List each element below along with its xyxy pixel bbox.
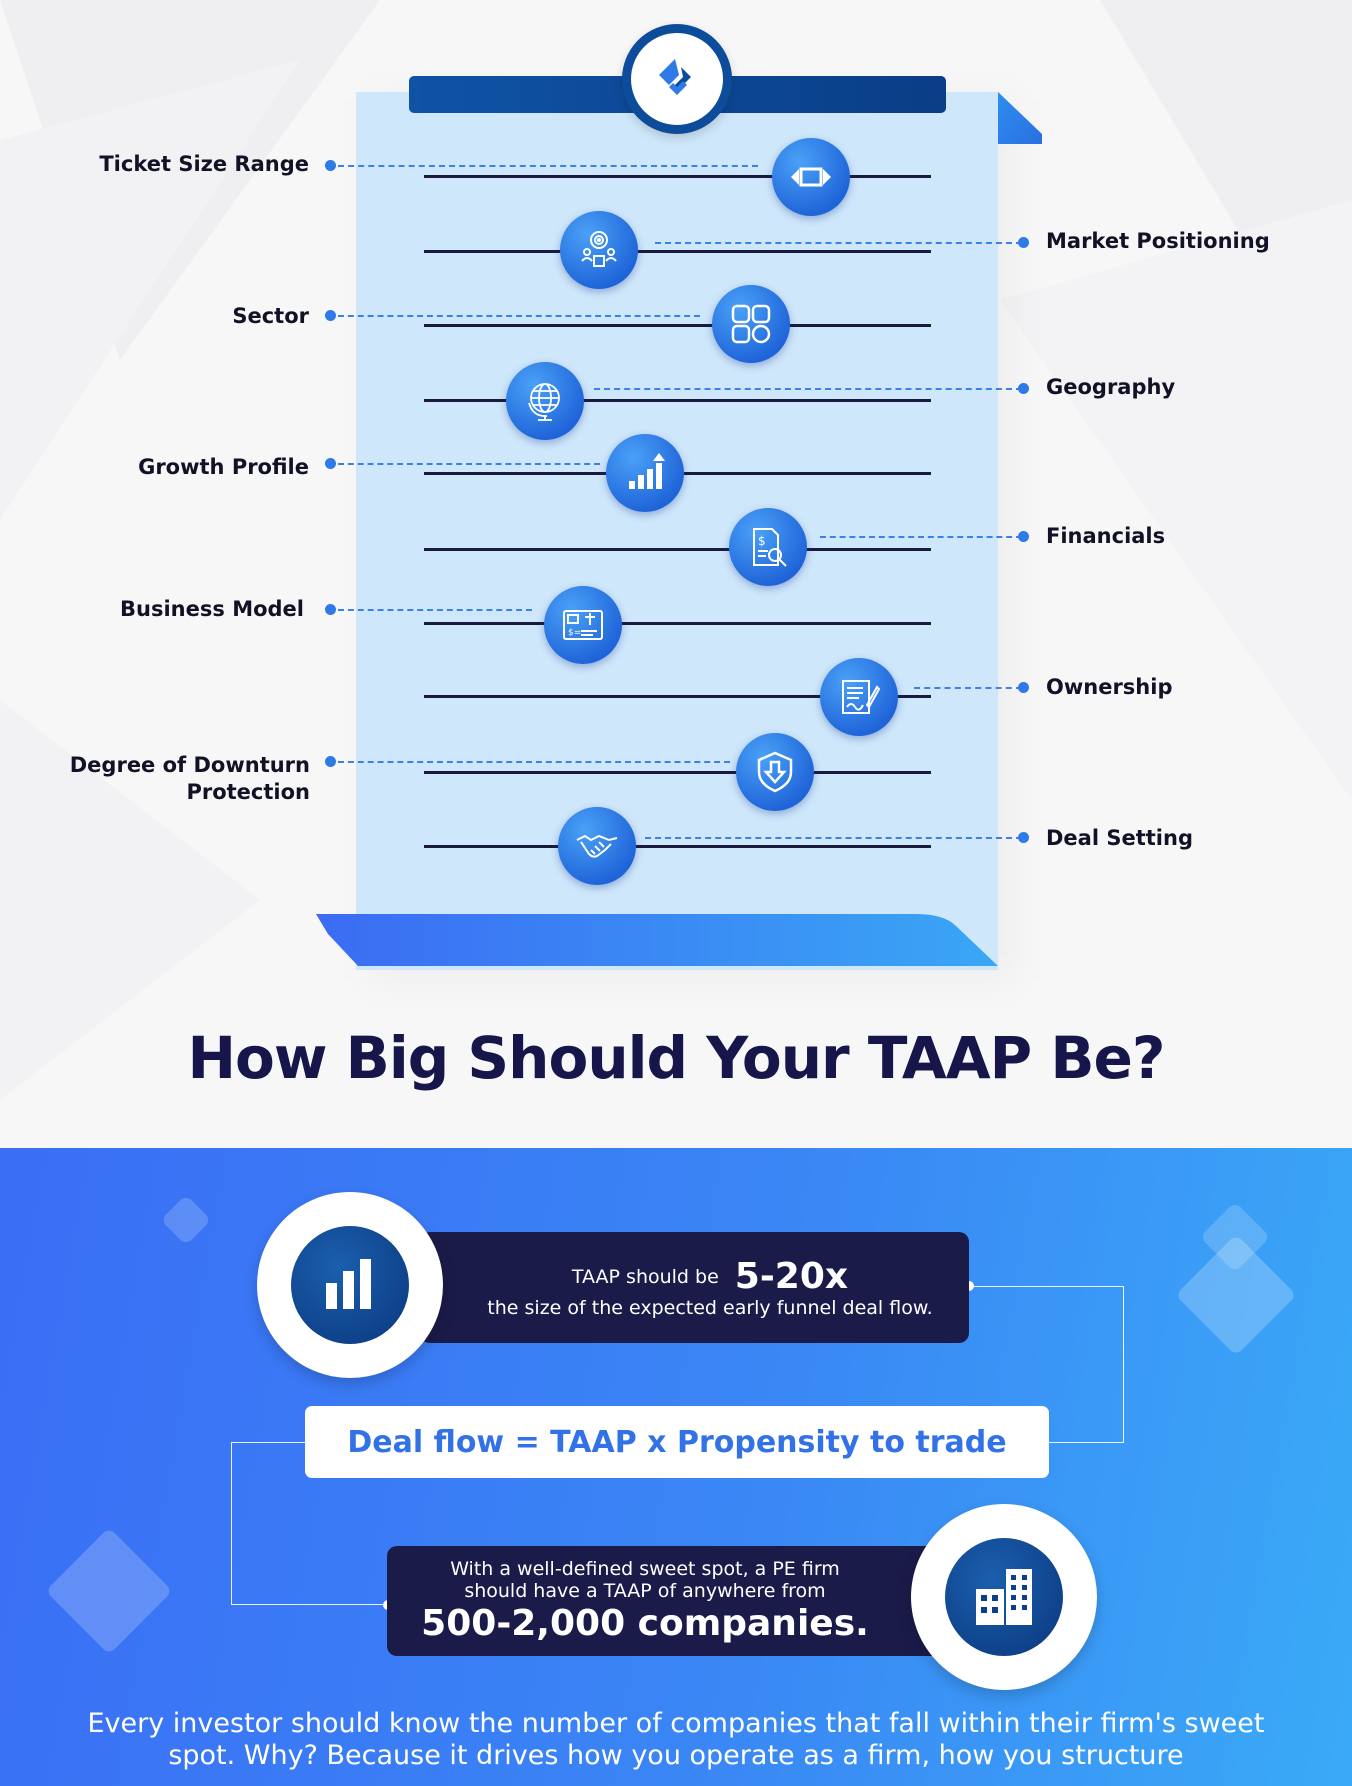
connector-line	[338, 315, 700, 317]
criteria-label-geography: Geography	[1046, 375, 1176, 399]
globe-icon	[528, 383, 560, 421]
sweet-spot-line1: With a well-defined sweet spot, a PE fir…	[450, 1558, 840, 1580]
building-bubble	[911, 1504, 1097, 1690]
decor-diamond	[1175, 1234, 1297, 1356]
sweet-spot-card	[387, 1546, 957, 1656]
brand-logo	[622, 24, 732, 134]
label-dot	[1018, 832, 1029, 843]
label-dot	[325, 160, 336, 171]
taap-multiple-text: TAAP should be 5-20x the size of the exp…	[460, 1256, 960, 1319]
financials-node: $	[729, 508, 807, 586]
business-model-icon: $=	[563, 610, 603, 640]
svg-text:$=: $=	[568, 628, 581, 638]
ownership-node	[820, 658, 898, 736]
deal-flow-formula: Deal flow = TAAP x Propensity to trade	[305, 1406, 1049, 1478]
criteria-label-ownership: Ownership	[1046, 675, 1173, 699]
page-heading: How Big Should Your TAAP Be?	[187, 1024, 1165, 1092]
connector-dot	[964, 1281, 974, 1291]
row-line	[424, 548, 931, 551]
geography-node	[506, 362, 584, 440]
connector-line	[645, 837, 1022, 839]
row-line	[424, 399, 931, 402]
criteria-label-deal-setting: Deal Setting	[1046, 826, 1193, 850]
label-dot	[1018, 383, 1029, 394]
shield-down-icon	[757, 751, 793, 793]
label-dot	[325, 458, 336, 469]
document-search-icon: $	[753, 528, 787, 567]
criteria-label-ticket-size: Ticket Size Range	[99, 152, 309, 176]
sweet-spot-range: 500-2,000 companies.	[421, 1603, 869, 1644]
bar-chart-up-icon	[629, 453, 665, 489]
bar-chart-icon	[326, 1259, 371, 1309]
growth-profile-node	[606, 434, 684, 512]
connector-line	[338, 609, 532, 611]
background-facets	[0, 0, 1352, 1148]
row-line	[424, 695, 931, 698]
taap-suffix: the size of the expected early funnel de…	[487, 1297, 933, 1319]
criteria-label-market-positioning: Market Positioning	[1046, 229, 1270, 253]
ticket-size-node	[772, 138, 850, 216]
criteria-label-growth-profile: Growth Profile	[138, 455, 309, 479]
label-dot	[325, 310, 336, 321]
criteria-board	[356, 92, 998, 970]
label-dot	[1018, 682, 1029, 693]
handshake-icon	[576, 834, 618, 858]
connector-line	[338, 761, 730, 763]
svg-text:$: $	[758, 534, 766, 548]
office-building-icon	[976, 1569, 1032, 1625]
connector-line	[820, 536, 1022, 538]
arrows-horizontal-icon	[791, 167, 831, 187]
row-line	[424, 175, 931, 178]
taap-prefix: TAAP should be	[571, 1265, 719, 1288]
decor-diamond	[45, 1527, 173, 1655]
sweet-spot-text: With a well-defined sweet spot, a PE fir…	[387, 1558, 903, 1646]
sector-node	[712, 285, 790, 363]
page-corner-fold	[998, 92, 1042, 144]
chart-bubble	[257, 1192, 443, 1378]
taap-multiple-card	[420, 1232, 969, 1343]
brand-logo-icon	[659, 59, 691, 95]
criteria-label-sector: Sector	[232, 304, 309, 328]
row-line	[424, 845, 931, 848]
sweet-spot-line2: should have a TAAP of anywhere from	[464, 1580, 826, 1602]
grid-squares-icon	[731, 304, 771, 344]
downturn-protection-node	[736, 733, 814, 811]
label-dot	[1018, 531, 1029, 542]
connector-line	[338, 165, 758, 167]
connector-line	[338, 463, 600, 465]
row-line	[424, 771, 931, 774]
taap-multiple-value: 5-20x	[734, 1256, 849, 1297]
row-line	[424, 324, 931, 327]
signed-document-icon	[842, 680, 881, 714]
market-positioning-node	[560, 211, 638, 289]
connector-line	[655, 242, 1022, 244]
criteria-label-financials: Financials	[1046, 524, 1166, 548]
decor-diamond	[160, 1194, 212, 1246]
connector-line	[594, 388, 1022, 390]
footer-paragraph: Every investor should know the number of…	[87, 1708, 1265, 1771]
business-model-node: $=	[544, 586, 622, 664]
label-dot	[325, 604, 336, 615]
deal-setting-node	[558, 807, 636, 885]
row-line	[424, 622, 931, 625]
taap-section: TAAP should be 5-20x the size of the exp…	[0, 1148, 1352, 1786]
board-bottom-base	[316, 914, 998, 966]
label-dot	[1018, 237, 1029, 248]
row-line	[424, 250, 931, 253]
label-dot	[325, 756, 336, 767]
connector-line	[914, 687, 1022, 689]
target-people-icon	[581, 231, 617, 267]
criteria-section: $ $= Ticket Size Range Market Positionin…	[0, 0, 1352, 1148]
criteria-label-downturn-protection: Degree of Downturn Protection	[69, 753, 310, 804]
criteria-label-business-model: Business Model	[120, 597, 304, 621]
